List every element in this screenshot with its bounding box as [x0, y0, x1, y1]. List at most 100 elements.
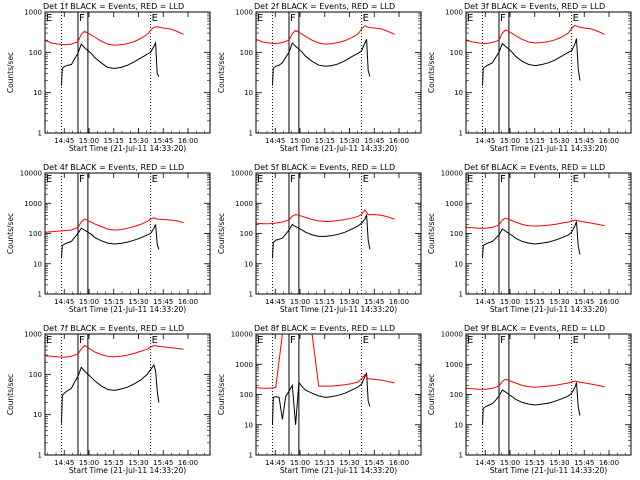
chart-panel-6: Det 6f BLACK = Events, RED = LLD Counts/s…: [427, 163, 632, 314]
x-tick-label: 15:15: [315, 298, 335, 306]
y-tick-label: 1000: [445, 361, 463, 369]
y-tick-label: 10000: [441, 170, 463, 178]
x-axis-label: Start Time (21-Jul-11 14:33:20): [280, 144, 397, 153]
series-group: [466, 24, 605, 86]
y-tick-label: 1000: [445, 200, 463, 208]
x-axis-label: Start Time (21-Jul-11 14:33:20): [69, 466, 186, 475]
x-axis-label: Start Time (21-Jul-11 14:33:20): [490, 144, 607, 153]
y-tick-label: 100: [240, 391, 253, 399]
x-tick-label: 16:00: [178, 137, 198, 145]
y-tick-label: 1: [38, 130, 42, 138]
chart-panel-8: Det 8f BLACK = Events, RED = LLD Counts/s…: [217, 324, 422, 475]
series-line-events: [272, 371, 371, 425]
marker-label: E: [573, 13, 579, 24]
y-tick-label: 100: [240, 230, 253, 238]
panel-title: Det 5f BLACK = Events, RED = LLD: [254, 163, 395, 172]
series-group: [466, 217, 605, 259]
x-axis-label: Start Time (21-Jul-11 14:33:20): [69, 305, 186, 314]
series-line-events: [61, 41, 160, 86]
y-axis-label: Counts/sec: [6, 213, 15, 254]
y-axis-label: Counts/sec: [217, 52, 226, 93]
series-group: [45, 26, 184, 86]
x-tick-label: 15:00: [79, 298, 99, 306]
series-line-lld: [256, 334, 395, 389]
x-tick-label: 15:30: [549, 298, 569, 306]
series-line-lld: [466, 24, 605, 45]
x-tick-label: 15:15: [525, 137, 545, 145]
series-line-lld: [45, 217, 184, 233]
x-tick-label: 15:00: [290, 298, 310, 306]
marker-label: E: [467, 174, 473, 185]
marker-label: F: [500, 13, 506, 24]
y-tick-label: 1000: [235, 9, 253, 17]
y-tick-label: 10: [454, 421, 463, 429]
y-tick-label: 10000: [20, 170, 42, 178]
series-line-events: [61, 363, 160, 424]
x-tick-label: 15:00: [79, 459, 99, 467]
y-tick-label: 1: [459, 291, 463, 299]
chart-panel-3: Det 3f BLACK = Events, RED = LLD Counts/s…: [427, 2, 632, 153]
series-group: [256, 334, 395, 425]
x-tick-label: 15:00: [290, 459, 310, 467]
x-tick-label: 15:30: [549, 137, 569, 145]
x-tick-label: 15:30: [128, 298, 148, 306]
y-tick-label: 10: [244, 421, 253, 429]
x-tick-label: 14:45: [475, 298, 495, 306]
x-tick-label: 15:45: [364, 137, 384, 145]
y-tick-label: 100: [29, 49, 42, 57]
x-axis-label: Start Time (21-Jul-11 14:33:20): [280, 305, 397, 314]
y-tick-label: 1: [459, 452, 463, 460]
x-tick-label: 14:45: [54, 137, 74, 145]
panel-title: Det 4f BLACK = Events, RED = LLD: [43, 163, 184, 172]
marker-label: E: [467, 335, 473, 346]
x-tick-label: 15:00: [290, 137, 310, 145]
panel-title: Det 2f BLACK = Events, RED = LLD: [254, 2, 395, 11]
marker-label: E: [363, 335, 369, 346]
marker-label: F: [290, 13, 296, 24]
x-axis-label: Start Time (21-Jul-11 14:33:20): [490, 305, 607, 314]
x-tick-label: 15:45: [364, 298, 384, 306]
y-tick-label: 10000: [231, 170, 253, 178]
y-tick-label: 10: [454, 260, 463, 268]
y-tick-label: 1: [38, 452, 42, 460]
marker-label: E: [46, 13, 52, 24]
series-group: [45, 217, 184, 259]
x-tick-label: 14:45: [475, 137, 495, 145]
series-line-lld: [45, 344, 184, 358]
x-tick-label: 15:30: [339, 298, 359, 306]
plot-frame: [255, 172, 422, 295]
x-tick-label: 15:00: [500, 459, 520, 467]
chart-panel-1: Det 1f BLACK = Events, RED = LLD Counts/s…: [6, 2, 211, 153]
marker-label: E: [46, 335, 52, 346]
x-tick-label: 16:00: [599, 459, 619, 467]
x-axis-label: Start Time (21-Jul-11 14:33:20): [280, 466, 397, 475]
marker-label: E: [152, 335, 158, 346]
x-tick-label: 15:00: [500, 137, 520, 145]
x-tick-label: 15:15: [104, 459, 124, 467]
x-tick-label: 15:45: [574, 298, 594, 306]
marker-label: F: [79, 335, 85, 346]
y-tick-label: 100: [29, 230, 42, 238]
x-tick-label: 15:30: [549, 459, 569, 467]
marker-label: F: [79, 13, 85, 24]
series-line-events: [482, 382, 581, 425]
panel-title: Det 9f BLACK = Events, RED = LLD: [464, 324, 605, 333]
y-tick-label: 10: [244, 89, 253, 97]
x-tick-label: 16:00: [389, 137, 409, 145]
x-axis-label: Start Time (21-Jul-11 14:33:20): [69, 144, 186, 153]
marker-label: E: [257, 335, 263, 346]
series-line-events: [482, 221, 581, 259]
y-tick-label: 10: [33, 411, 42, 419]
plot-frame: [465, 172, 632, 295]
plot-frame: [44, 172, 211, 295]
y-tick-label: 1000: [24, 200, 42, 208]
x-tick-label: 15:00: [79, 137, 99, 145]
series-line-events: [272, 214, 371, 259]
y-tick-label: 10: [454, 89, 463, 97]
series-line-events: [272, 39, 371, 86]
series-group: [256, 209, 395, 259]
y-tick-label: 10000: [441, 331, 463, 339]
plot-frame: [44, 11, 211, 134]
chart-panel-7: Det 7f BLACK = Events, RED = LLD Counts/s…: [6, 324, 211, 475]
